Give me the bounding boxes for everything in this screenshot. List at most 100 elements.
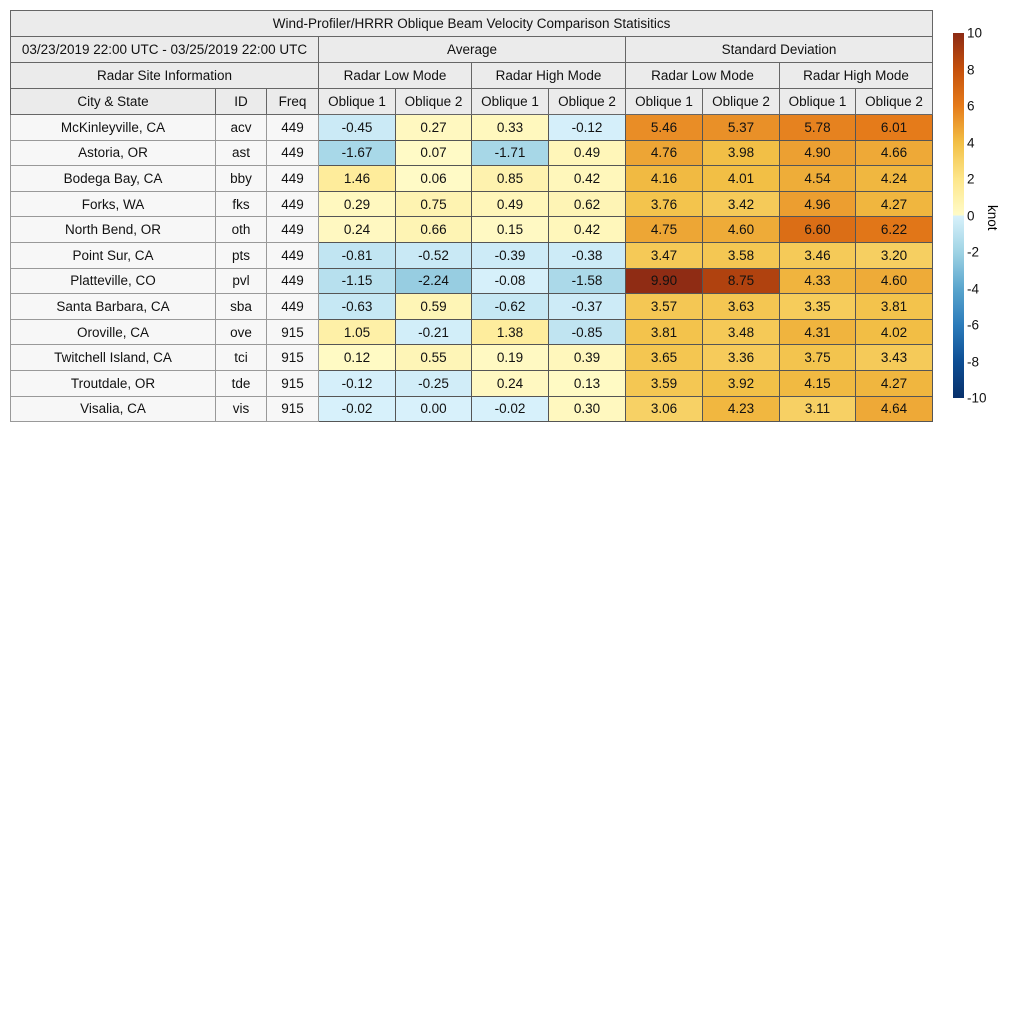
heatmap-cell: 0.85 <box>471 165 549 192</box>
heatmap-cell: 6.22 <box>854 216 934 243</box>
heatmap-cell: 0.55 <box>395 344 472 371</box>
heatmap-cell: 3.42 <box>702 190 780 218</box>
heatmap-cell: 0.49 <box>471 190 549 218</box>
site-city: Bodega Bay, CA <box>10 165 216 192</box>
heatmap-cell: 8.75 <box>702 267 780 295</box>
site-freq: 915 <box>266 344 319 371</box>
heatmap-cell: -0.12 <box>318 369 396 397</box>
heatmap-cell: -0.02 <box>318 395 396 423</box>
site-id: fks <box>215 190 267 218</box>
heatmap-cell: -0.85 <box>548 318 626 346</box>
site-city: Point Sur, CA <box>10 241 216 269</box>
column-header: Oblique 1 <box>471 88 549 115</box>
table-row: North Bend, OR oth 449 0.24 0.66 0.15 0.42 4.75… <box>10 216 934 243</box>
period-label: 03/23/2019 22:00 UTC - 03/25/2019 22:00 … <box>10 36 319 63</box>
heatmap-cell: 3.11 <box>779 395 856 423</box>
table-row: Oroville, CA ove 915 1.05 -0.21 1.38 -0.85 3.81… <box>10 318 934 346</box>
site-info-header: Radar Site Information <box>10 62 319 89</box>
column-header: City & State <box>10 88 216 115</box>
table-row: McKinleyville, CA acv 449 -0.45 0.27 0.33 -0.1… <box>10 114 934 141</box>
heatmap-cell: 0.75 <box>395 190 472 218</box>
mode-header: Radar Low Mode <box>318 62 472 89</box>
site-freq: 449 <box>266 165 319 192</box>
heatmap-cell: -0.52 <box>395 241 472 269</box>
heatmap-cell: 0.06 <box>395 165 472 192</box>
mode-header: Radar High Mode <box>778 62 934 89</box>
heatmap-cell: -0.08 <box>471 267 549 295</box>
table-row: Forks, WA fks 449 0.29 0.75 0.49 0.62 3.76 3.42 4… <box>10 190 934 218</box>
heatmap-cell: 0.15 <box>471 216 549 243</box>
heatmap-cell: 4.54 <box>779 165 856 192</box>
colorbar-tick-label: 8 <box>967 62 975 77</box>
heatmap-cell: 3.81 <box>625 318 703 346</box>
site-city: Santa Barbara, CA <box>10 293 216 320</box>
site-city: North Bend, OR <box>10 216 216 243</box>
column-header: Oblique 1 <box>318 88 396 115</box>
site-id: sba <box>215 293 267 320</box>
heatmap-cell: 0.24 <box>471 369 549 397</box>
heatmap-cell: 4.02 <box>854 318 934 346</box>
heatmap-cell: 4.96 <box>779 190 856 218</box>
heatmap-cell: 0.00 <box>395 395 472 423</box>
heatmap-cell: 0.13 <box>548 369 626 397</box>
heatmap-cell: 4.01 <box>702 165 780 192</box>
heatmap-cell: -0.45 <box>318 114 396 141</box>
site-city: Twitchell Island, CA <box>10 344 216 371</box>
heatmap-cell: 0.33 <box>471 114 549 141</box>
colorbar-tick-label: -4 <box>967 281 980 296</box>
heatmap-cell: 4.60 <box>854 267 934 295</box>
heatmap-cell: 4.27 <box>854 190 934 218</box>
site-city: Oroville, CA <box>10 318 216 346</box>
site-id: tde <box>215 369 267 397</box>
table-row: Visalia, CA vis 915 -0.02 0.00 -0.02 0.30 3.06 4… <box>10 395 934 423</box>
heatmap-cell: -0.25 <box>395 369 472 397</box>
heatmap-cell: 3.58 <box>702 241 780 269</box>
column-header: Freq <box>266 88 319 115</box>
site-city: Forks, WA <box>10 190 216 218</box>
heatmap-cell: 0.27 <box>395 114 472 141</box>
heatmap-cell: -0.02 <box>471 395 549 423</box>
column-header: Oblique 1 <box>779 88 856 115</box>
table-title: Wind-Profiler/HRRR Oblique Beam Velocity… <box>9 10 934 37</box>
site-freq: 449 <box>266 216 319 243</box>
site-id: ast <box>215 139 267 167</box>
heatmap-cell: 4.60 <box>702 216 780 243</box>
colorbar-unit-label: knot <box>985 205 1000 231</box>
heatmap-cell: 0.29 <box>318 190 396 218</box>
site-id: oth <box>215 216 267 243</box>
heatmap-cell: -0.39 <box>471 241 549 269</box>
heatmap-cell: 4.27 <box>854 369 934 397</box>
heatmap-cell: 4.33 <box>779 267 856 295</box>
colorbar-tick-label: -8 <box>967 354 980 369</box>
heatmap-cell: 1.46 <box>318 165 396 192</box>
site-id: acv <box>215 114 267 141</box>
site-freq: 449 <box>266 293 319 320</box>
heatmap-cell: 3.98 <box>702 139 780 167</box>
heatmap-cell: 3.48 <box>702 318 780 346</box>
site-id: tci <box>215 344 267 371</box>
heatmap-cell: 6.60 <box>779 216 856 243</box>
heatmap-cell: 9.90 <box>625 267 703 295</box>
heatmap-cell: 3.57 <box>625 293 703 320</box>
table-row: Astoria, OR ast 449 -1.67 0.07 -1.71 0.49 4.76 3… <box>10 139 934 167</box>
heatmap-cell: -1.58 <box>548 267 626 295</box>
column-header: Oblique 2 <box>395 88 472 115</box>
colorbar-tick-label: -6 <box>967 317 980 333</box>
colorbar-tick-label: 2 <box>967 171 975 187</box>
site-city: Visalia, CA <box>10 395 216 423</box>
site-city: Troutdale, OR <box>10 369 216 397</box>
column-header: Oblique 1 <box>625 88 703 115</box>
heatmap-cell: 0.12 <box>318 344 396 371</box>
heatmap-cell: 0.49 <box>548 139 626 167</box>
heatmap-cell: 3.46 <box>779 241 856 269</box>
colorbar-tick-label: 10 <box>967 25 983 41</box>
heatmap-cell: 3.75 <box>779 344 856 371</box>
heatmap-cell: -0.63 <box>318 293 396 320</box>
column-header: ID <box>215 88 267 115</box>
heatmap-cell: -0.62 <box>471 293 549 320</box>
site-city: Platteville, CO <box>10 267 216 295</box>
heatmap-cell: 4.24 <box>854 165 934 192</box>
colorbar-tick-label: -10 <box>967 390 987 406</box>
heatmap-cell: 4.66 <box>854 139 934 167</box>
site-city: McKinleyville, CA <box>10 114 216 141</box>
